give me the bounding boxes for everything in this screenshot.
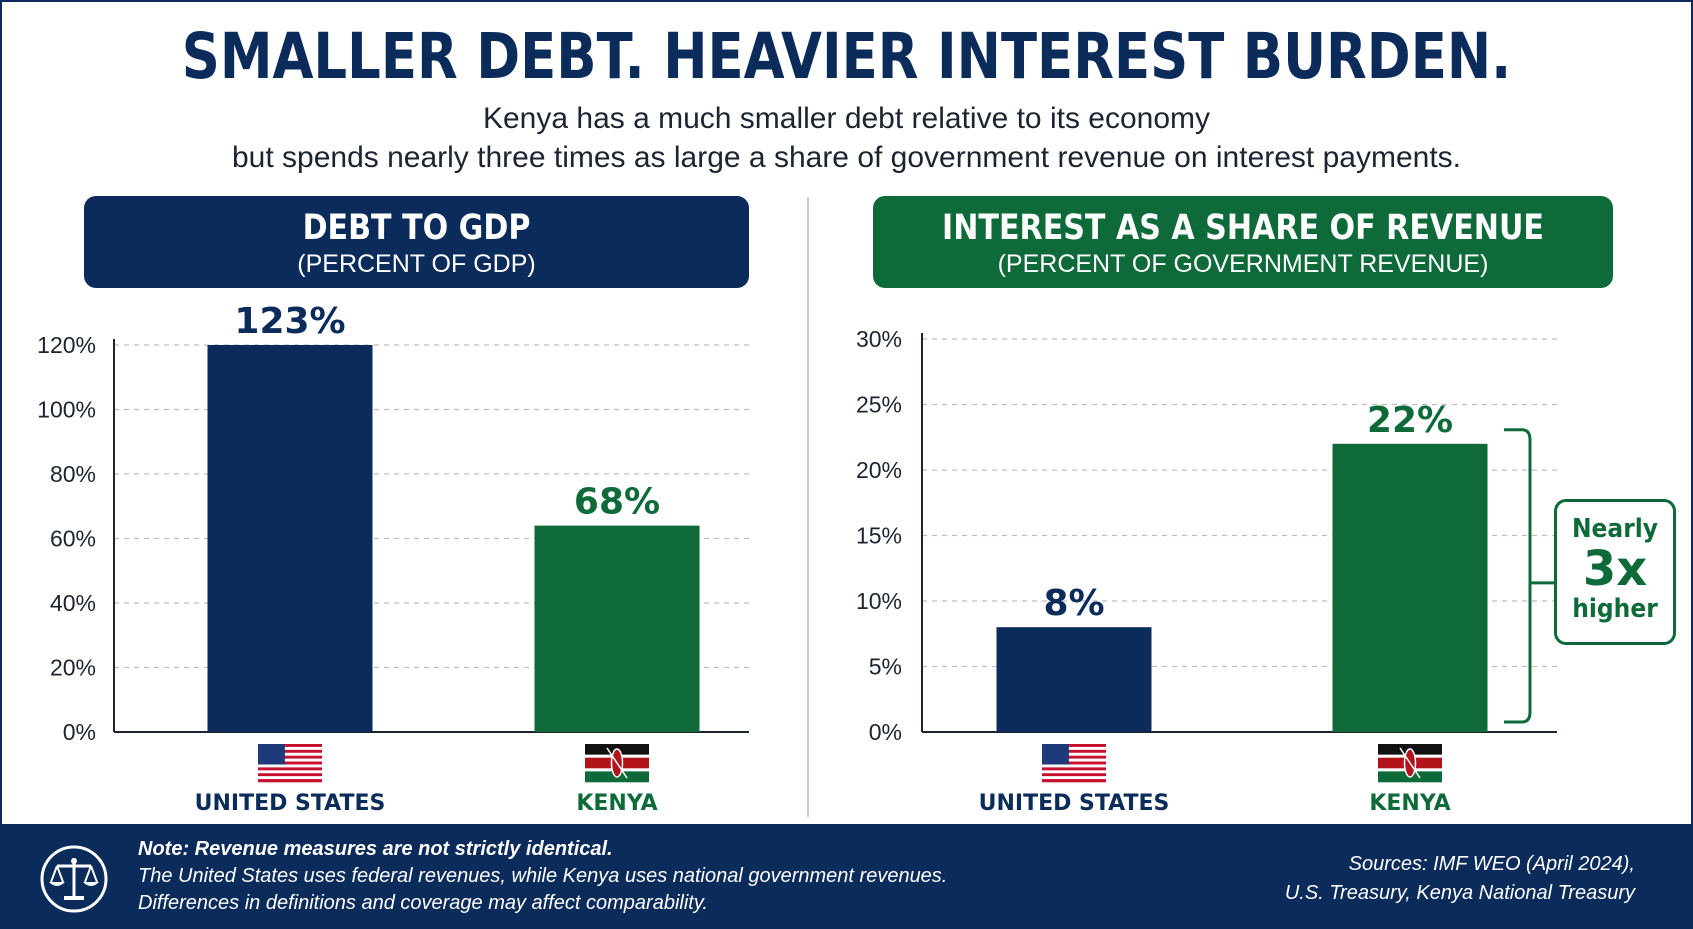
interest-share-subtitle: (PERCENT OF GOVERNMENT REVENUE) <box>997 250 1489 278</box>
callout-line-3: higher <box>1572 594 1658 624</box>
debt-kenya-flag-icon <box>585 744 649 783</box>
debt-value-label-kenya: 68% <box>574 482 660 523</box>
scales-of-justice-icon <box>40 845 108 913</box>
debt-tick-label: 60% <box>50 526 96 552</box>
debt-category-label-united-states: UNITED STATES <box>195 791 386 816</box>
interest-bar-united-states <box>996 627 1152 732</box>
debt-tick-label: 40% <box>50 590 96 616</box>
interest-tick-label: 0% <box>869 719 902 745</box>
sources-line-1: Sources: IMF WEO (April 2024), <box>1348 853 1635 875</box>
debt-value-label-united-states: 123% <box>234 301 345 342</box>
debt-to-gdp-subtitle: (PERCENT OF GDP) <box>297 250 536 278</box>
debt-us-flag-icon <box>258 744 322 783</box>
callout-line-1: Nearly <box>1571 514 1659 544</box>
footnote-line-2: The United States uses federal revenues,… <box>138 865 948 887</box>
interest-value-label-kenya: 22% <box>1367 400 1453 441</box>
interest-tick-label: 20% <box>856 457 902 483</box>
interest-value-label-united-states: 8% <box>1043 583 1104 624</box>
interest-share-title: INTEREST AS A SHARE OF REVENUE <box>942 208 1544 248</box>
interest-category-label-kenya: KENYA <box>1369 791 1450 816</box>
subtitle-line-1: Kenya has a much smaller debt relative t… <box>482 102 1211 135</box>
callout-line-2: 3x <box>1582 541 1648 597</box>
comparison-bracket <box>1504 428 1532 724</box>
debt-tick-label: 80% <box>50 461 96 487</box>
footer: Note: Revenue measures are not strictly … <box>2 824 1691 927</box>
interest-bar-kenya <box>1332 443 1488 732</box>
interest-category-label-united-states: UNITED STATES <box>979 791 1170 816</box>
interest-share-header: INTEREST AS A SHARE OF REVENUE (PERCENT … <box>873 196 1613 288</box>
charts-canvas: 0% 20% 40% 60% 80% 100% 120% 123% UNITED STATES 6… <box>37 301 1557 816</box>
debt-to-gdp-header: DEBT TO GDP (PERCENT OF GDP) <box>84 196 749 288</box>
interest-tick-label: 25% <box>856 392 902 418</box>
main-title: SMALLER DEBT. HEAVIER INTEREST BURDEN. <box>181 20 1512 93</box>
interest-us-flag-icon <box>1042 744 1106 783</box>
interest-tick-label: 15% <box>856 523 902 549</box>
debt-tick-label: 120% <box>37 332 96 358</box>
debt-tick-label: 0% <box>63 719 96 745</box>
debt-category-label-kenya: KENYA <box>576 791 657 816</box>
footnote: Note: Revenue measures are not strictly … <box>138 836 947 917</box>
debt-to-gdp-title: DEBT TO GDP <box>302 208 531 248</box>
sources: Sources: IMF WEO (April 2024), U.S. Trea… <box>1285 850 1635 908</box>
subtitle-line-2: but spends nearly three times as large a… <box>231 141 1462 174</box>
debt-tick-label: 20% <box>50 655 96 681</box>
footnote-line-3: Differences in definitions and coverage … <box>138 892 708 914</box>
interest-tick-label: 30% <box>856 326 902 352</box>
subtitle: Kenya has a much smaller debt relative t… <box>2 99 1691 177</box>
nearly-3x-callout: Nearly 3x higher <box>1554 499 1676 645</box>
footnote-line-1: Note: Revenue measures are not strictly … <box>138 838 613 860</box>
interest-kenya-flag-icon <box>1378 744 1442 783</box>
interest-tick-label: 10% <box>856 588 902 614</box>
interest-tick-label: 5% <box>869 654 902 680</box>
sources-line-2: U.S. Treasury, Kenya National Treasury <box>1284 882 1635 904</box>
debt-tick-label: 100% <box>37 397 96 423</box>
debt-bar-kenya <box>534 525 700 732</box>
debt-bar-united-states <box>207 345 373 732</box>
panel-divider <box>807 197 809 817</box>
